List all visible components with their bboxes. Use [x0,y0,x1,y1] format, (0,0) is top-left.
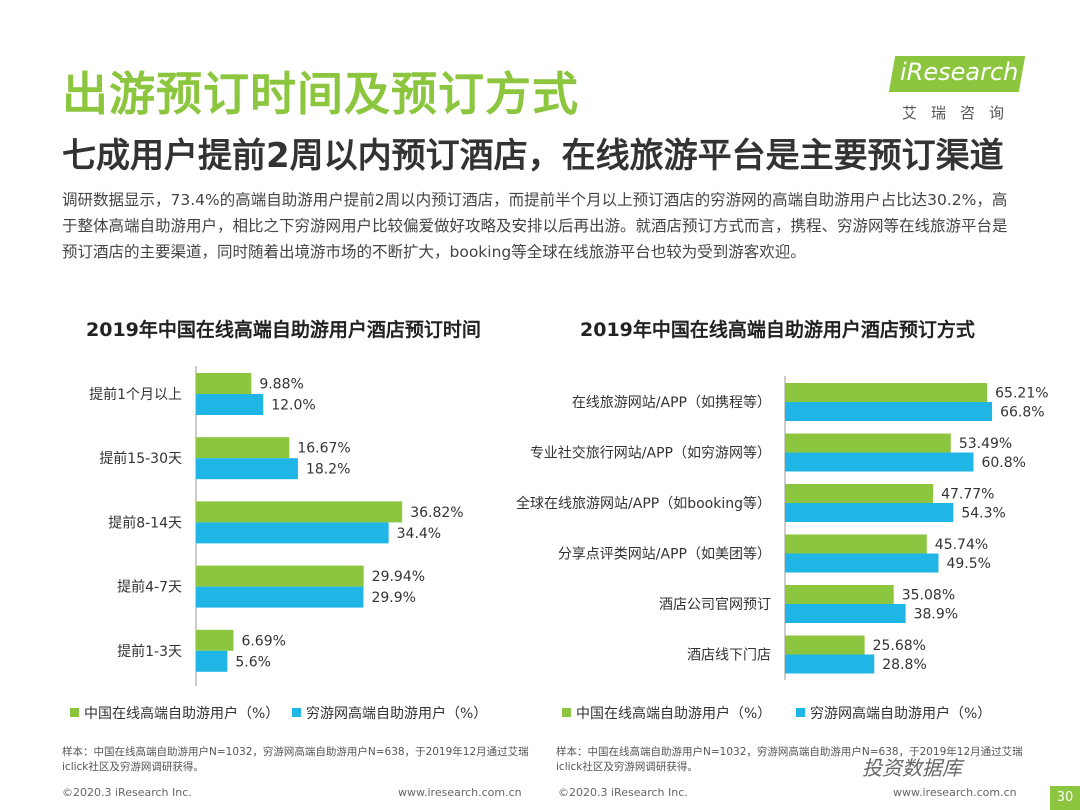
time-category-label: 提前1-3天 [117,643,182,660]
time-bar-green [196,373,252,394]
time-value-label: 29.94% [372,569,425,585]
time-value-label: 18.2% [306,462,350,478]
time-category-label: 提前4-7天 [117,579,182,596]
time-value-label: 9.88% [259,377,303,393]
time-bar-green [196,501,403,523]
watermark-text: 投资数据库 [862,756,962,780]
page-title: 出游预订时间及预订方式 [62,67,579,121]
chart-title-booking-time: 2019年中国在线高端自助游用户酒店预订时间 [86,319,481,341]
chart-note-right: 样本：中国在线高端自助游用户N=1032，穷游网高端自助游用户N=638，于20… [556,746,1023,773]
time-bar-blue [196,650,228,672]
time-bar-green [196,437,290,459]
time-legend-swatch [292,708,301,717]
method-value-label: 38.9% [914,607,958,623]
method-bar-blue [785,452,974,472]
logo-text: iResearch [900,58,1019,86]
method-value-label: 35.08% [902,588,955,604]
time-bar-blue [196,394,264,415]
time-legend-label: 中国在线高端自助游用户（%） [84,705,279,722]
method-value-label: 28.8% [882,657,926,673]
time-category-label: 提前8-14天 [108,514,182,531]
method-value-label: 45.74% [935,537,988,553]
time-bar-blue [196,522,389,544]
chart-title-booking-method: 2019年中国在线高端自助游用户酒店预订方式 [580,319,975,341]
method-value-label: 60.8% [981,455,1025,471]
time-value-label: 6.69% [241,633,285,649]
footer-copyright-left: ©2020.3 iResearch Inc. [62,786,192,799]
method-value-label: 25.68% [873,638,926,654]
time-bar-blue [196,458,298,480]
method-bar-blue [785,604,906,623]
method-category-label: 专业社交旅行网站/APP（如穷游网等） [530,445,771,462]
method-category-label: 在线旅游网站/APP（如携程等） [572,394,771,411]
method-category-label: 酒店线下门店 [687,648,771,664]
method-legend-swatch [562,708,571,717]
time-value-label: 12.0% [271,398,315,414]
footer-url-left[interactable]: www.iresearch.com.cn [398,786,522,799]
time-legend-swatch [70,708,79,717]
method-legend-label: 中国在线高端自助游用户（%） [576,705,771,722]
time-bar-green [196,629,234,651]
time-bar-blue [196,586,364,608]
time-legend-label: 穷游网高端自助游用户（%） [306,705,487,722]
page-subtitle: 七成用户提前2周以内预订酒店，在线旅游平台是主要预订渠道 [62,136,1004,176]
method-category-label: 全球在线旅游网站/APP（如booking等） [516,495,771,512]
time-value-label: 29.9% [371,590,415,606]
method-legend-swatch [796,708,805,717]
logo-subtitle: 艾瑞咨询 [902,104,1019,122]
method-bar-blue [785,402,993,421]
time-category-label: 提前1个月以上 [89,386,182,403]
method-bar-green [785,484,934,503]
method-value-label: 49.5% [946,556,990,572]
method-bar-blue [785,654,875,674]
method-value-label: 66.8% [1000,405,1044,421]
time-value-label: 16.67% [297,441,350,457]
footer-copyright-right: ©2020.3 iResearch Inc. [558,786,688,799]
method-value-label: 47.77% [941,487,994,503]
time-value-label: 5.6% [235,654,271,670]
method-bar-blue [785,503,954,522]
time-value-label: 34.4% [397,526,441,542]
method-bar-green [785,433,951,453]
method-legend-label: 穷游网高端自助游用户（%） [810,705,991,722]
time-category-label: 提前15-30天 [99,450,182,467]
method-category-label: 分享点评类网站/APP（如美团等） [558,546,771,563]
time-value-label: 36.82% [410,505,463,521]
method-bar-blue [785,553,939,573]
iresearch-logo: iResearch 艾瑞咨询 [888,56,1028,126]
method-category-label: 酒店公司官网预订 [659,597,771,613]
page-number: 30 [1050,786,1080,810]
method-bar-green [785,635,865,655]
method-bar-green [785,585,894,604]
method-bar-green [785,383,988,402]
footer-url-right[interactable]: www.iresearch.com.cn [893,786,1017,799]
method-bar-green [785,534,927,554]
chart-note-left: 样本：中国在线高端自助游用户N=1032，穷游网高端自助游用户N=638，于20… [62,746,529,773]
description-paragraph: 调研数据显示，73.4%的高端自助游用户提前2周以内预订酒店，而提前半个月以上预… [62,191,1008,261]
method-value-label: 53.49% [959,436,1012,452]
time-bar-green [196,565,364,587]
method-value-label: 65.21% [995,386,1048,402]
method-value-label: 54.3% [961,506,1005,522]
